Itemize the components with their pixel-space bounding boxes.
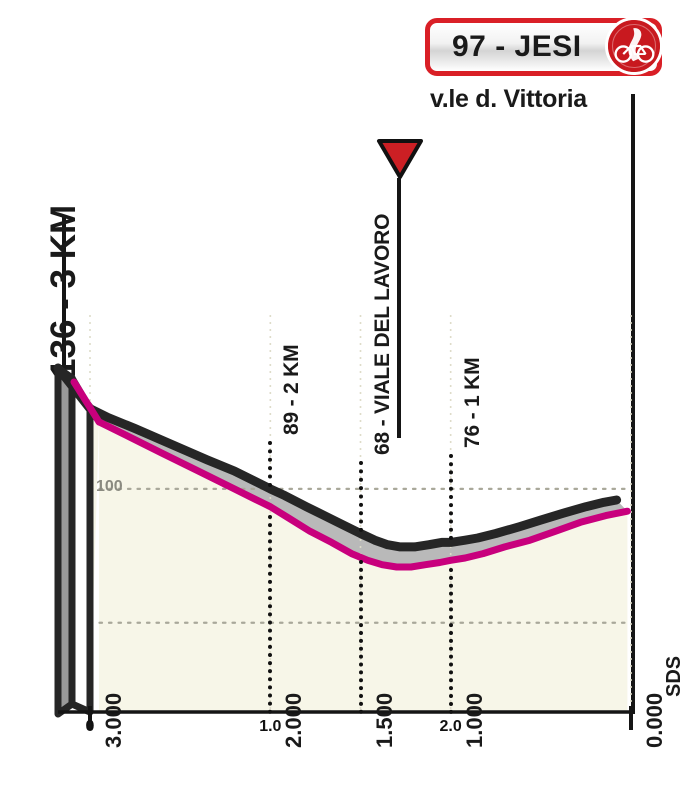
- marker-leader-upper: [268, 441, 273, 487]
- start-elevation-label: 136 - 3 KM: [44, 204, 83, 378]
- giro-cyclist-icon: [605, 17, 663, 75]
- town-sign: 97 - JESI: [425, 17, 663, 76]
- x-axis-tick-small: 1.0: [259, 718, 282, 735]
- marker-leader-lower: [358, 559, 363, 714]
- x-axis-tick-label: 0.000: [642, 692, 667, 748]
- marker-leader-lower: [448, 568, 453, 714]
- x-axis-tick-label: 1.500: [371, 692, 397, 748]
- marker-76-1km: 76 - 1 KM: [460, 357, 484, 448]
- x-axis-tick-label: 2.000: [281, 692, 307, 748]
- finish-marker: [376, 138, 424, 438]
- finish-guide-line: [631, 94, 635, 714]
- marker-leader-upper: [448, 454, 453, 541]
- x-axis-tick-label: 1.000: [461, 692, 487, 748]
- x-axis-tick-label: 3.000: [101, 692, 126, 748]
- start-guide-line: [62, 215, 66, 370]
- elevation-gridline-label: 100: [96, 477, 123, 495]
- town-sign-label: 97 - JESI: [452, 30, 582, 63]
- marker-leader-lower: [268, 514, 273, 714]
- marker-68-viale-del-lavoro: 68 - VIALE DEL LAVORO: [370, 213, 394, 455]
- sds-label: SDS: [663, 655, 685, 697]
- finish-marker-stem: [397, 178, 402, 438]
- marker-leader-upper: [358, 461, 363, 532]
- town-sign-subtitle: v.le d. Vittoria: [430, 85, 587, 113]
- red-triangle-finish-icon: [377, 139, 424, 179]
- x-axis-tick-small: 2.0: [439, 718, 462, 735]
- x-axis-tick-small: 0: [85, 718, 95, 735]
- marker-89-2km: 89 - 2 KM: [280, 344, 304, 435]
